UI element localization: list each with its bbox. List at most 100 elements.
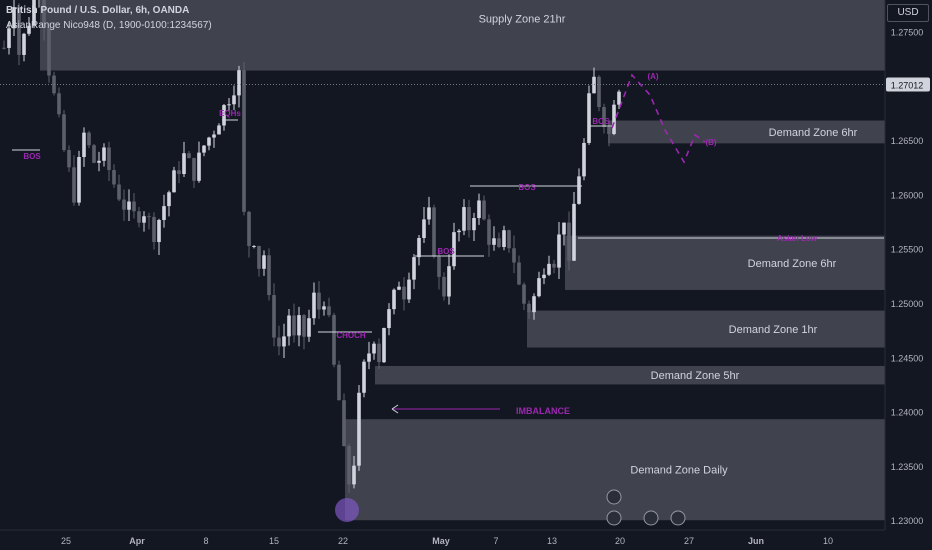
candle-body	[547, 263, 551, 275]
time-tick: Jun	[748, 536, 764, 546]
candle-body	[537, 278, 541, 297]
candle-body	[497, 238, 501, 247]
time-tick: 10	[823, 536, 833, 546]
symbol-title: British Pound / U.S. Dollar, 6h, OANDA	[6, 5, 190, 16]
candle-body	[12, 7, 16, 29]
zone-box	[40, 0, 885, 71]
price-tick: 1.24000	[891, 408, 924, 418]
candle-body	[232, 95, 236, 105]
wave-b-label: (B)	[705, 138, 716, 147]
candle-body	[252, 245, 256, 247]
candle-body	[7, 28, 11, 48]
bos-label: BOS	[518, 183, 536, 192]
annotations-layer: BOS EQHs CHOCH BOS BOS BOS Asian Low IMBALANCE (…	[12, 72, 884, 526]
candle-body	[27, 25, 31, 34]
time-tick: 13	[547, 536, 557, 546]
candle-body	[222, 105, 226, 126]
candle-body	[612, 104, 616, 135]
candle-body	[427, 207, 431, 220]
candle-body	[472, 218, 476, 231]
candle-body	[432, 207, 436, 257]
candle-body	[377, 343, 381, 363]
last-price-badge	[886, 77, 930, 92]
candle-body	[362, 361, 366, 393]
candle-body	[307, 318, 311, 337]
candle-body	[247, 211, 251, 247]
candle-body	[382, 328, 386, 363]
zone-box	[565, 235, 885, 290]
candle-body	[422, 219, 426, 238]
time-tick: 7	[493, 536, 498, 546]
candle-body	[332, 315, 336, 365]
candle-body	[242, 70, 246, 212]
candle-body	[337, 364, 341, 401]
candle-body	[92, 145, 96, 163]
candle-body	[177, 170, 181, 174]
candle-body	[202, 145, 206, 153]
event-flag-icon	[606, 510, 622, 526]
bos-label: BOS	[592, 117, 610, 126]
candle-body	[532, 296, 536, 313]
price-tick: 1.27500	[891, 27, 924, 37]
candle-body	[277, 337, 281, 347]
eqhs-label: EQHs	[219, 109, 241, 118]
candle-body	[282, 336, 286, 347]
candle-body	[517, 262, 521, 285]
candle-body	[127, 201, 131, 210]
candle-body	[77, 157, 81, 203]
candle-body	[527, 303, 531, 313]
candle-body	[387, 309, 391, 329]
time-tick: 25	[61, 536, 71, 546]
candle-body	[617, 91, 621, 105]
indicator-title: AsianRange Nico948 (D, 1900-0100:1234567…	[6, 20, 212, 31]
event-highlight	[335, 498, 359, 522]
time-tick: 27	[684, 536, 694, 546]
candle-body	[132, 201, 136, 212]
price-tick: 1.24500	[891, 353, 924, 363]
candle-body	[167, 192, 171, 207]
candle-body	[402, 286, 406, 300]
candle-body	[347, 446, 351, 485]
candle-body	[272, 295, 276, 338]
candle-body	[372, 343, 376, 354]
candle-body	[482, 200, 486, 220]
candle-body	[187, 153, 191, 159]
candle-body	[562, 222, 566, 235]
candle-body	[47, 28, 51, 76]
candle-body	[112, 170, 116, 185]
candle-body	[17, 7, 21, 55]
candle-body	[22, 33, 26, 55]
candle-body	[452, 232, 456, 267]
imbalance-arrowhead	[391, 404, 399, 414]
candle-body	[352, 465, 356, 485]
candle-body	[412, 257, 416, 280]
candle-body	[312, 292, 316, 319]
bos-label: BOS	[23, 152, 41, 161]
candles-layer	[2, 0, 621, 493]
candle-body	[522, 284, 526, 304]
candle-body	[237, 70, 241, 96]
candle-body	[157, 219, 161, 243]
candle-body	[572, 203, 576, 261]
candle-body	[597, 76, 601, 108]
zone-label: Supply Zone 21hr	[479, 13, 566, 25]
currency-button[interactable]: USD	[887, 4, 929, 22]
candle-body	[582, 142, 586, 177]
price-tick: 1.23500	[891, 462, 924, 472]
candle-body	[122, 199, 126, 210]
zone-label: Demand Zone 6hr	[748, 258, 837, 270]
candle-body	[2, 47, 6, 49]
bos-label: BOS	[437, 247, 455, 256]
candle-body	[97, 160, 101, 163]
candle-body	[602, 107, 606, 128]
candle-body	[262, 255, 266, 269]
price-tick: 1.25000	[891, 299, 924, 309]
candle-body	[87, 132, 91, 146]
candle-body	[32, 0, 36, 26]
time-tick: 22	[338, 536, 348, 546]
candle-body	[197, 152, 201, 181]
candle-body	[162, 206, 166, 220]
candle-body	[142, 216, 146, 223]
